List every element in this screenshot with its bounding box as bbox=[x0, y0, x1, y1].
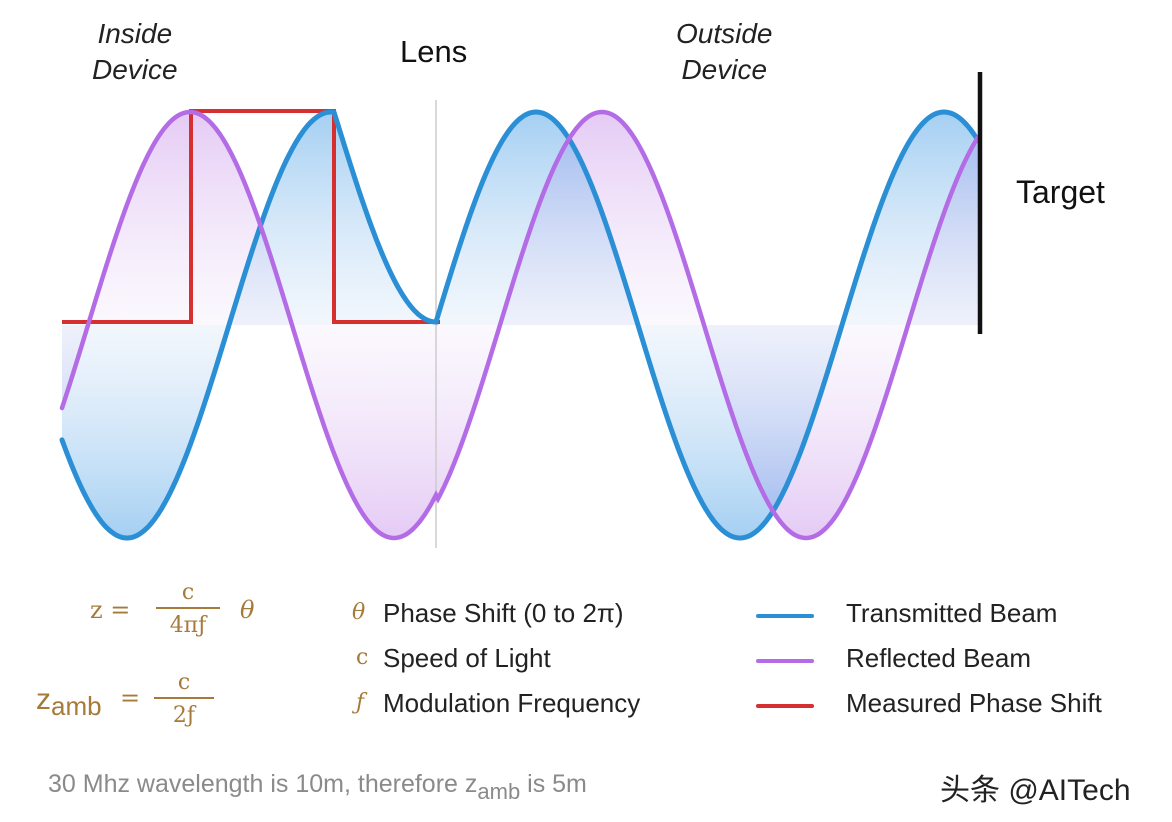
z-fraction-bar bbox=[156, 607, 220, 609]
lens-label: Lens bbox=[400, 34, 468, 69]
c-definition: Speed of Light bbox=[383, 643, 551, 673]
zamb-formula-fraction: c 2ƒ bbox=[154, 670, 214, 728]
z-formula-lhs: z = bbox=[90, 596, 131, 624]
zamb-z: z bbox=[36, 683, 51, 716]
watermark: 头条 @AITech bbox=[940, 774, 1131, 807]
legend-phase-label: Measured Phase Shift bbox=[846, 688, 1102, 718]
target-label: Target bbox=[1016, 174, 1105, 210]
theta-definition: Phase Shift (0 to 2π) bbox=[383, 598, 624, 628]
transmitted-beam-curve bbox=[59, 109, 981, 541]
inside-device-label: Inside Device bbox=[92, 16, 178, 88]
f-symbol: ƒ bbox=[356, 690, 365, 715]
wave-diagram bbox=[59, 72, 983, 548]
zamb-subscript: amb bbox=[51, 691, 102, 721]
c-symbol: c bbox=[356, 645, 369, 670]
f-definition: Modulation Frequency bbox=[383, 688, 641, 718]
zamb-fraction-bar bbox=[154, 697, 214, 699]
note-subscript: amb bbox=[477, 779, 521, 804]
outside-label-line2: Device bbox=[681, 54, 768, 85]
legend-transmitted-swatch bbox=[756, 614, 814, 618]
wave-fills bbox=[62, 112, 978, 538]
reflected-beam-curve bbox=[59, 109, 981, 541]
measured-phase-shift-line bbox=[62, 109, 440, 324]
legend-phase-swatch bbox=[756, 704, 814, 708]
legend-reflected-label: Reflected Beam bbox=[846, 643, 1031, 673]
transmitted-beam-fill bbox=[62, 112, 978, 538]
inside-label-line2: Device bbox=[92, 54, 178, 85]
note-text-start: 30 Mhz wavelength is 10m, therefore z bbox=[48, 770, 478, 798]
theta-symbol: θ bbox=[352, 600, 366, 625]
z-numerator: c bbox=[181, 580, 195, 605]
z-formula-fraction: c 4πƒ bbox=[156, 580, 220, 638]
wavelength-note: 30 Mhz wavelength is 10m, therefore zamb… bbox=[48, 770, 587, 804]
legend-reflected-swatch bbox=[756, 659, 814, 663]
zamb-formula-lhs: zamb bbox=[36, 683, 102, 721]
outside-label-line1: Outside bbox=[676, 18, 773, 49]
zamb-numerator: c bbox=[177, 670, 191, 695]
note-text-end: is 5m bbox=[520, 770, 587, 798]
z-formula-theta: θ bbox=[240, 596, 255, 624]
legend-transmitted-label: Transmitted Beam bbox=[846, 598, 1058, 628]
zamb-denominator: 2ƒ bbox=[172, 703, 196, 728]
outside-device-label: Outside Device bbox=[676, 16, 773, 88]
inside-label-line1: Inside bbox=[97, 18, 173, 49]
zamb-equals: = bbox=[120, 684, 141, 712]
z-denominator: 4πƒ bbox=[169, 613, 207, 638]
